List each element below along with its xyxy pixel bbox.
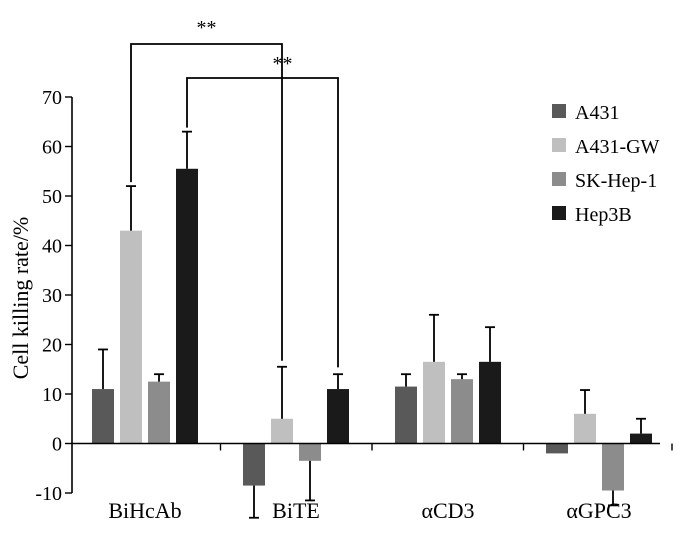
legend: A431 A431-GW SK-Hep-1 Hep3B bbox=[552, 102, 660, 226]
bar bbox=[574, 413, 596, 444]
x-category-label: BiHcAb bbox=[108, 498, 181, 523]
bar bbox=[148, 381, 170, 444]
bars bbox=[92, 130, 652, 519]
bar bbox=[602, 443, 624, 491]
bar bbox=[630, 433, 652, 444]
legend-label: SK-Hep-1 bbox=[575, 170, 657, 192]
y-tick-label: 50 bbox=[42, 186, 62, 208]
bar bbox=[451, 379, 473, 444]
x-category-label: αGPC3 bbox=[566, 498, 631, 523]
bar bbox=[423, 361, 445, 444]
bar bbox=[92, 389, 114, 444]
bar bbox=[395, 386, 417, 444]
bar bbox=[546, 443, 568, 454]
y-tick-label: 30 bbox=[42, 285, 62, 307]
y-tick-label: 10 bbox=[42, 384, 62, 406]
legend-swatch bbox=[552, 138, 566, 152]
bar bbox=[120, 230, 142, 444]
y-axis-title: Cell killing rate/% bbox=[8, 217, 33, 380]
legend-swatch bbox=[552, 206, 566, 220]
y-tick-label: 60 bbox=[42, 137, 62, 159]
bar bbox=[271, 418, 293, 444]
legend-label: Hep3B bbox=[575, 204, 632, 226]
y-tick-label: -10 bbox=[35, 483, 62, 505]
significance-label: ** bbox=[197, 17, 217, 39]
y-tick-label: 40 bbox=[42, 236, 62, 258]
bar bbox=[176, 168, 198, 444]
axes: -10 0 10 20 30 40 50 60 70 BiHcAb BiTE αCD3 αGPC3 bbox=[35, 87, 673, 523]
legend-swatch bbox=[552, 172, 566, 186]
bar bbox=[243, 443, 265, 486]
y-tick-label: 70 bbox=[42, 87, 62, 109]
y-tick-label: 0 bbox=[52, 434, 62, 456]
x-category-label: αCD3 bbox=[421, 498, 474, 523]
significance-bracket bbox=[186, 77, 339, 368]
legend-label: A431 bbox=[575, 102, 619, 124]
y-tick-label: 20 bbox=[42, 335, 62, 357]
legend-label: A431-GW bbox=[575, 136, 660, 158]
significance-bracket bbox=[130, 43, 283, 361]
x-category-label: BiTE bbox=[272, 498, 320, 523]
significance-label: ** bbox=[273, 53, 293, 75]
legend-swatch bbox=[552, 104, 566, 118]
bar bbox=[327, 389, 349, 444]
bar bbox=[299, 443, 321, 461]
significance-brackets: ** ** bbox=[130, 17, 339, 368]
bar bbox=[479, 361, 501, 444]
